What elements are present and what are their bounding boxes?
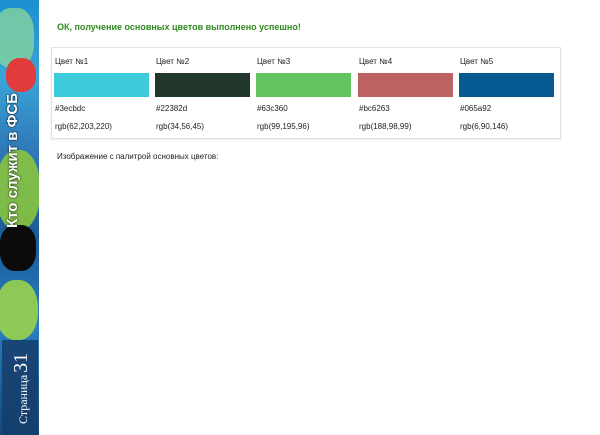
cover-decoration bbox=[0, 225, 36, 271]
cover-decoration bbox=[0, 280, 38, 340]
color-name: Цвет №3 bbox=[257, 57, 291, 66]
color-rgb: rgb(188,98,99) bbox=[359, 122, 412, 131]
color-palette: Цвет №1 #3ecbdc rgb(62,203,220) Цвет №2 … bbox=[51, 47, 561, 139]
cover-decoration bbox=[6, 58, 36, 92]
cover-decoration bbox=[0, 150, 39, 230]
color-name: Цвет №1 bbox=[55, 57, 89, 66]
color-column: Цвет №5 #065a92 rgb(6,90,146) bbox=[457, 48, 554, 138]
page-number: 31 bbox=[10, 352, 32, 373]
color-hex: #22382d bbox=[156, 104, 188, 113]
color-hex: #065a92 bbox=[460, 104, 492, 113]
palette-image-caption: Изображение с палитрой основных цветов: bbox=[57, 152, 219, 161]
page-indicator: Страница31 bbox=[10, 353, 33, 424]
color-hex: #63c360 bbox=[257, 104, 288, 113]
color-hex: #3ecbdc bbox=[55, 104, 86, 113]
color-swatch bbox=[358, 73, 453, 97]
color-rgb: rgb(99,195,96) bbox=[257, 122, 310, 131]
color-swatch bbox=[54, 73, 149, 97]
color-hex: #bc6263 bbox=[359, 104, 390, 113]
color-swatch bbox=[155, 73, 250, 97]
cover-decoration bbox=[2, 340, 38, 435]
status-message: ОК, получение основных цветов выполнено … bbox=[57, 22, 301, 32]
color-rgb: rgb(6,90,146) bbox=[460, 122, 509, 131]
color-swatch bbox=[459, 73, 554, 97]
color-rgb: rgb(34,56,45) bbox=[156, 122, 205, 131]
color-column: Цвет №1 #3ecbdc rgb(62,203,220) bbox=[52, 48, 149, 138]
color-column: Цвет №2 #22382d rgb(34,56,45) bbox=[153, 48, 250, 138]
color-name: Цвет №4 bbox=[359, 57, 393, 66]
color-name: Цвет №5 bbox=[460, 57, 494, 66]
book-cover-strip: Кто служит в ФСБ Страница31 bbox=[0, 0, 39, 435]
page-word: Страница bbox=[16, 374, 30, 424]
color-column: Цвет №3 #63c360 rgb(99,195,96) bbox=[254, 48, 351, 138]
color-name: Цвет №2 bbox=[156, 57, 190, 66]
color-column: Цвет №4 #bc6263 rgb(188,98,99) bbox=[356, 48, 453, 138]
color-swatch bbox=[256, 73, 351, 97]
color-rgb: rgb(62,203,220) bbox=[55, 122, 112, 131]
